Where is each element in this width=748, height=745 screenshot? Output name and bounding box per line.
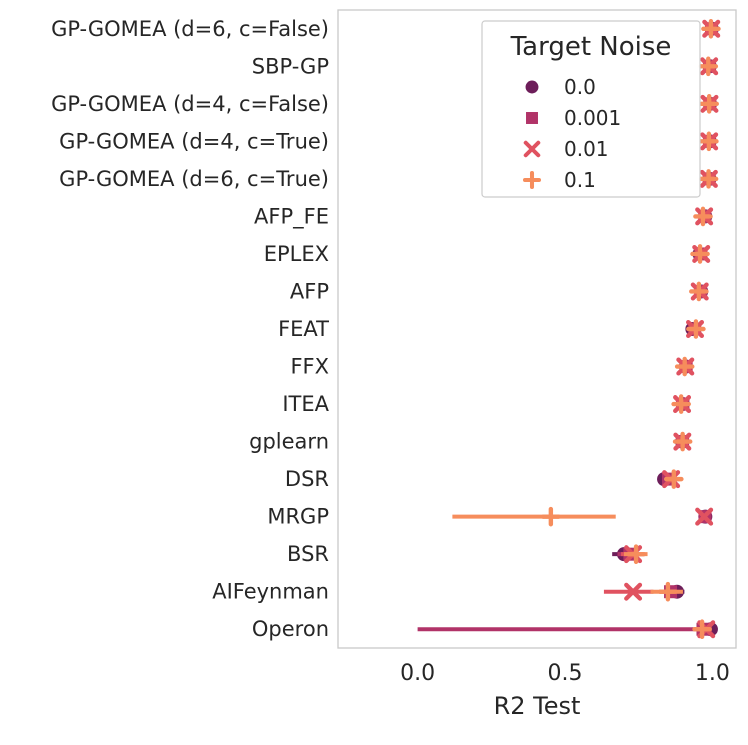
y-tick-label: MRGP [267, 505, 329, 529]
y-tick-label: GP-GOMEA (d=4, c=True) [59, 129, 329, 153]
x-tick-label: 0.0 [400, 661, 435, 686]
point-marker-x-icon [624, 582, 643, 601]
point-marker-plus-icon [663, 469, 684, 489]
point-marker-plus-icon [699, 94, 719, 114]
y-tick-label: AFP_FE [254, 204, 329, 229]
x-axis-title: R2 Test [494, 692, 581, 720]
point-marker-plus-icon [701, 18, 721, 39]
y-tick-label: DSR [285, 467, 329, 491]
y-tick-label: SBP-GP [252, 54, 329, 78]
legend-title: Target Noise [510, 32, 672, 62]
point-marker-x-icon [695, 507, 714, 526]
legend-marker-x-icon [523, 140, 541, 158]
x-tick-label: 1.0 [695, 661, 730, 686]
y-tick-label: AFP [290, 279, 329, 303]
point-marker-plus-icon [671, 394, 691, 414]
y-tick-label: ITEA [282, 392, 329, 416]
legend-label: 0.1 [564, 168, 596, 192]
y-tick-label: FFX [290, 355, 329, 379]
point-marker-plus-icon [686, 319, 706, 339]
y-tick-label: Operon [252, 617, 329, 641]
point-marker-plus-icon [699, 131, 719, 152]
legend-label: 0.001 [564, 106, 621, 130]
point-marker-plus-icon [658, 581, 678, 602]
y-tick-label: EPLEX [264, 242, 329, 266]
legend-marker-circle-icon [525, 80, 539, 94]
legend-label: 0.01 [564, 137, 609, 161]
y-tick-label: GP-GOMEA (d=4, c=False) [51, 92, 329, 116]
y-tick-label: FEAT [278, 317, 329, 341]
point-marker-plus-icon [674, 356, 695, 377]
point-marker-plus-icon [672, 431, 693, 452]
point-marker-plus-icon [689, 281, 709, 302]
legend-marker-square-icon [526, 112, 538, 124]
legend-marker-plus-icon [522, 170, 542, 190]
point-marker-plus-icon [698, 56, 719, 77]
y-tick-label: GP-GOMEA (d=6, c=False) [51, 17, 329, 41]
y-tick-label: GP-GOMEA (d=6, c=True) [59, 167, 329, 191]
point-marker-plus-icon [541, 506, 561, 527]
point-marker-plus-icon [690, 244, 710, 264]
point-marker-plus-icon [693, 206, 713, 227]
point-marker-plus-icon [698, 169, 719, 189]
x-tick-label: 0.5 [548, 661, 583, 686]
point-marker-plus-icon [692, 619, 712, 640]
point-marker-plus-icon [626, 544, 646, 564]
y-tick-label: BSR [287, 542, 329, 566]
legend-label: 0.0 [564, 75, 596, 99]
y-tick-label: AIFeynman [212, 580, 329, 604]
y-tick-label: gplearn [249, 430, 329, 454]
